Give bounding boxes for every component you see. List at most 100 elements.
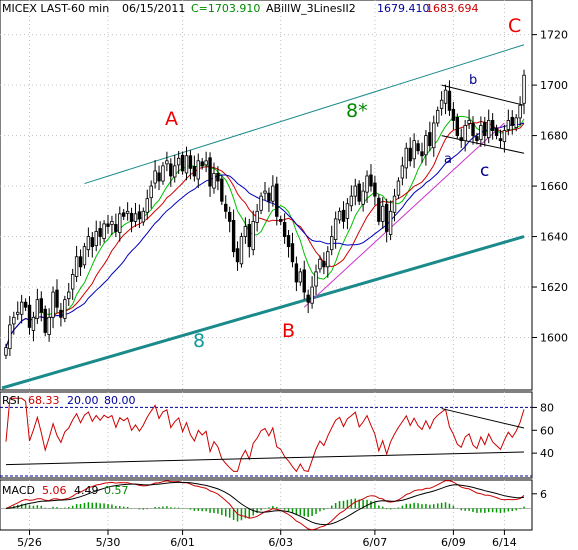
- candle-body: [200, 161, 204, 167]
- wave-label-c-lower: c: [480, 161, 489, 181]
- candle-body: [59, 309, 63, 318]
- y-tick-label: 1660: [540, 180, 568, 193]
- close-value: C=1703.910: [191, 2, 260, 15]
- wave-label-c-upper: C: [508, 15, 521, 37]
- candle-body: [118, 213, 122, 233]
- candle-body: [12, 316, 16, 325]
- candle-body: [153, 170, 157, 184]
- rsi-divergence-line: [441, 408, 525, 429]
- candle-body: [184, 155, 189, 174]
- y-tick-label: 1620: [540, 281, 568, 294]
- x-tick-label: 6/09: [441, 536, 466, 549]
- candle-body: [451, 108, 456, 121]
- candle-body: [412, 140, 416, 160]
- indicator-lines: [0, 397, 532, 531]
- candle-body: [318, 258, 322, 270]
- candle-body: [392, 195, 397, 213]
- rsi-pane: [0, 391, 533, 479]
- macd-signal-line: [5, 481, 525, 526]
- candle-body: [463, 125, 467, 142]
- candle-body: [310, 286, 314, 304]
- wave-label-a-upper: A: [165, 108, 178, 130]
- x-tick-label: 5/26: [17, 536, 42, 549]
- rsi-tick-label: 80: [540, 401, 554, 414]
- candle-body: [326, 251, 330, 268]
- wave-label-b-lower: b: [469, 73, 477, 88]
- candle-body: [51, 291, 55, 318]
- candle-body: [43, 308, 47, 333]
- candle-body: [110, 221, 114, 225]
- candle-body: [396, 180, 401, 196]
- candle-body: [39, 298, 43, 313]
- candle-body: [349, 195, 354, 207]
- candle-body: [377, 197, 381, 222]
- candle-body: [149, 185, 153, 199]
- candle-body: [63, 299, 67, 319]
- candle-body: [86, 236, 91, 251]
- candle-body: [439, 99, 444, 109]
- x-tick-label: 6/07: [363, 536, 388, 549]
- candle-body: [129, 212, 134, 222]
- candle-body: [212, 173, 216, 189]
- ma-green-line: [5, 115, 525, 348]
- axis-ticks: 1600 1620 1640 1660 1680 1700 1720 5/26 5/30 6/01…: [17, 29, 568, 549]
- indicator-value-2: 1683.694: [426, 2, 479, 15]
- candle-body: [471, 123, 475, 136]
- candle-body: [498, 138, 503, 142]
- candle-body: [365, 175, 369, 193]
- candle-body: [90, 237, 95, 248]
- candle-body: [322, 260, 326, 268]
- rsi-level-low: 20.00: [67, 394, 99, 407]
- candle-body: [428, 132, 432, 147]
- x-tick-label: 5/30: [96, 536, 121, 549]
- candle-body: [314, 271, 318, 287]
- candle-body: [275, 183, 279, 217]
- candle-body: [67, 291, 71, 300]
- candle-body: [420, 151, 424, 157]
- candle-body: [306, 294, 310, 303]
- candle-body: [55, 289, 59, 308]
- candle-body: [180, 154, 185, 172]
- candle-body: [122, 212, 126, 217]
- candle-body: [102, 223, 106, 239]
- candle-body: [467, 120, 471, 124]
- candle-body: [239, 236, 244, 265]
- candle-body: [373, 182, 377, 197]
- candle-body: [341, 209, 346, 222]
- candle-body: [125, 210, 130, 214]
- candle-body: [502, 130, 507, 143]
- trend-lines: [1, 44, 525, 390]
- candle-body: [345, 203, 350, 219]
- candle-body: [23, 301, 28, 308]
- candle-body: [16, 311, 20, 315]
- candle-body: [114, 224, 118, 232]
- candle-body: [231, 219, 236, 253]
- candle-body: [8, 324, 12, 350]
- candle-body: [435, 109, 440, 124]
- price-pane: [0, 0, 533, 391]
- candle-body: [278, 218, 283, 222]
- rsi-tick-label: 40: [540, 447, 554, 460]
- candle-body: [133, 213, 138, 222]
- wave-label-b-upper: B: [282, 320, 295, 342]
- candle-body: [243, 226, 248, 237]
- candle-body: [522, 74, 526, 104]
- candle-body: [255, 210, 259, 223]
- triangle-upper-line: [441, 84, 525, 106]
- channel-label-8: 8: [193, 330, 205, 352]
- candle-body: [165, 160, 169, 165]
- channel-upper-line: [84, 44, 525, 185]
- candle-body: [506, 120, 511, 130]
- candle-body: [282, 222, 287, 237]
- candle-body: [173, 165, 177, 178]
- rsi-value: 68.33: [28, 394, 60, 407]
- x-tick-label: 6/01: [170, 536, 195, 549]
- candle-body: [302, 269, 306, 293]
- candles: [4, 69, 526, 359]
- candle-body: [227, 211, 232, 222]
- y-tick-label: 1600: [540, 332, 568, 345]
- channel-label-8-star: 8*: [346, 100, 368, 122]
- y-tick-label: 1640: [540, 231, 568, 244]
